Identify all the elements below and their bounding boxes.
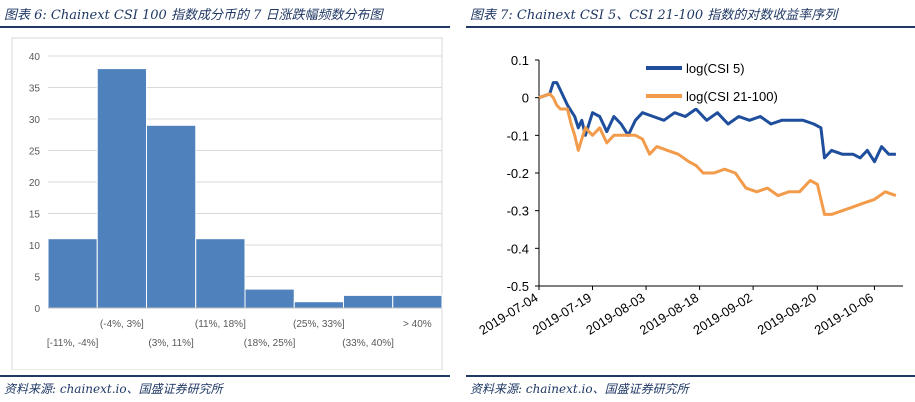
- source-divider: [466, 375, 915, 377]
- y-tick-label: 35: [29, 84, 41, 95]
- x-tick-label: (18%, 25%]: [244, 338, 296, 349]
- x-tick-label: [-11%, -4%]: [47, 338, 99, 349]
- histogram-bar: [293, 301, 344, 309]
- histogram-chart: 0 5 10 15 20 25 30 35 40 [-11%, -4%](-4%, 3%] (3%,…: [11, 37, 443, 370]
- y-tick-label: -0.4: [507, 241, 529, 256]
- histogram-bar: [343, 294, 394, 309]
- y-tick-label: -0.1: [507, 128, 529, 143]
- y-tick-label: -0.2: [507, 166, 529, 181]
- y-tick-label: 25: [29, 147, 41, 158]
- legend-box: [642, 56, 792, 108]
- histogram-source: 资料来源: chainext.io、国盛证券研究所: [4, 382, 223, 396]
- y-tick-label: -0.5: [507, 279, 529, 294]
- y-tick-label: 10: [29, 241, 41, 252]
- y-tick-label: 0: [34, 304, 40, 315]
- x-tick-label: 2019-10-06: [812, 290, 876, 338]
- x-tick-label: > 40%: [403, 319, 432, 330]
- y-tick-label: 30: [29, 115, 41, 126]
- y-tick-label: 5: [34, 273, 40, 284]
- x-tick-label: 2019-09-02: [690, 290, 754, 338]
- title-divider: [0, 26, 450, 28]
- x-tick-label: 2019-09-20: [755, 290, 819, 338]
- x-tick-label: 2019-07-19: [530, 290, 594, 338]
- x-tick-label: (3%, 11%]: [148, 338, 194, 349]
- line-chart-source: 资料来源: chainext.io、国盛证券研究所: [470, 382, 689, 396]
- y-tick-label: -0.3: [507, 204, 529, 219]
- histogram-bar: [96, 68, 147, 309]
- y-tick-label: 15: [29, 210, 41, 221]
- histogram-bar: [47, 238, 98, 309]
- y-tick-label: 20: [29, 178, 41, 189]
- line-chart-figure-title: 图表 7: Chainext CSI 5、CSI 21-100 指数的对数收益率…: [470, 8, 838, 23]
- csi21-100-line: [538, 92, 897, 216]
- source-divider: [0, 375, 450, 377]
- x-tick-label: 2019-08-18: [637, 290, 701, 338]
- x-tick-label: (-4%, 3%]: [100, 319, 144, 330]
- csi5-line: [538, 81, 896, 164]
- x-tick-label: 2019-07-04: [476, 290, 540, 338]
- x-tick-label: (11%, 18%]: [195, 319, 246, 330]
- line-chart-panel: 图表 7: Chainext CSI 5、CSI 21-100 指数的对数收益率…: [466, 0, 915, 402]
- x-tick-label: 2019-08-03: [583, 290, 647, 338]
- y-tick-label: 0.1: [511, 53, 529, 68]
- histogram-bar: [146, 124, 197, 309]
- legend-label: log(CSI 21-100): [686, 89, 778, 104]
- y-tick-label: 0: [522, 91, 529, 106]
- histogram-bar: [392, 294, 443, 309]
- y-tick-label: 40: [29, 52, 41, 63]
- chart-frame: [11, 37, 443, 370]
- histogram-bar: [244, 288, 295, 309]
- title-divider: [466, 26, 915, 28]
- histogram-bar: [195, 238, 246, 309]
- x-tick-label: (33%, 40%]: [342, 338, 394, 349]
- histogram-panel: 图表 6: Chainext CSI 100 指数成分币的 7 日涨跌幅频数分布…: [0, 0, 450, 402]
- legend-label: log(CSI 5): [686, 61, 745, 76]
- log-return-line-chart: 0.10-0.1-0.2-0.3-0.4-0.52019-07-042019-0…: [476, 53, 903, 338]
- x-tick-label: (25%, 33%]: [293, 319, 345, 330]
- histogram-figure-title: 图表 6: Chainext CSI 100 指数成分币的 7 日涨跌幅频数分布…: [4, 8, 383, 23]
